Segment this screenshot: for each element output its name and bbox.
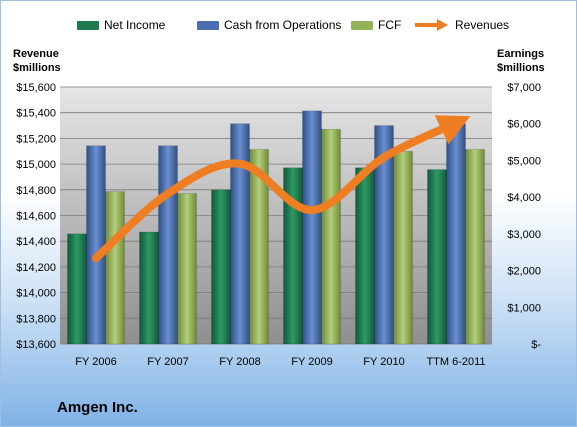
bar-cash-from-operations xyxy=(158,145,178,345)
legend-label-fcf: FCF xyxy=(378,18,402,32)
x-tick-label: FY 2010 xyxy=(363,356,404,368)
legend-label-revenues: Revenues xyxy=(455,18,510,32)
right-tick-label: $2,000 xyxy=(507,266,541,278)
bar-net-income xyxy=(67,233,87,345)
right-tick-label: $5,000 xyxy=(507,155,541,167)
left-tick-label: $13,600 xyxy=(16,339,56,351)
legend-swatch-net-income xyxy=(77,20,99,30)
legend-swatch-fcf xyxy=(351,20,373,30)
left-tick-label: $13,800 xyxy=(16,313,56,325)
legend-item-fcf: FCF xyxy=(351,17,401,33)
bar-net-income xyxy=(139,231,159,345)
bar-fcf xyxy=(177,193,197,345)
x-tick-label: FY 2007 xyxy=(147,356,188,368)
legend-arrow-icon xyxy=(415,19,448,31)
legend-swatch-cash-from-operations xyxy=(197,20,219,30)
bar-net-income xyxy=(355,167,375,345)
bar-fcf xyxy=(393,151,413,345)
bar-cash-from-operations xyxy=(446,123,466,345)
x-tick-label: TTM 6-2011 xyxy=(426,356,485,368)
right-tick-label: $1,000 xyxy=(507,302,541,314)
left-axis-title-line2: $millions xyxy=(13,62,61,74)
legend-label-net-income: Net Income xyxy=(104,18,166,32)
bar-fcf xyxy=(105,191,125,345)
left-tick-label: $15,600 xyxy=(16,82,56,94)
right-tick-label: $3,000 xyxy=(507,229,541,241)
right-tick-label: $6,000 xyxy=(507,119,541,131)
legend-item-revenues: Revenues xyxy=(413,17,509,33)
bar-fcf xyxy=(249,149,269,345)
legend-label-cash-from-operations: Cash from Operations xyxy=(224,18,342,32)
left-tick-label: $14,800 xyxy=(16,185,56,197)
left-tick-label: $14,600 xyxy=(16,211,56,223)
left-tick-label: $15,200 xyxy=(16,133,56,145)
left-tick-label: $14,200 xyxy=(16,262,56,274)
right-axis-title-line2: $millions xyxy=(497,62,545,74)
left-tick-label: $15,400 xyxy=(16,108,56,120)
right-axis-title: Earnings $millions xyxy=(497,47,545,75)
x-tick-label: FY 2008 xyxy=(219,356,260,368)
x-tick-label: FY 2006 xyxy=(75,356,116,368)
bar-fcf xyxy=(465,149,485,345)
x-tick-label: FY 2009 xyxy=(291,356,332,368)
legend-item-cash-from-operations: Cash from Operations xyxy=(197,17,341,33)
right-tick-label: $- xyxy=(531,339,541,351)
right-tick-label: $7,000 xyxy=(507,82,541,94)
right-tick-label: $4,000 xyxy=(507,192,541,204)
bar-cash-from-operations xyxy=(230,123,250,345)
right-axis-title-line1: Earnings xyxy=(497,48,545,60)
revenues-line xyxy=(92,115,471,263)
left-axis-title-line1: Revenue xyxy=(13,48,59,60)
bar-cash-from-operations xyxy=(302,110,322,345)
bar-net-income xyxy=(211,189,231,345)
legend: Net Income Cash from Operations FCF Reve… xyxy=(1,17,576,33)
bar-fcf xyxy=(321,128,341,345)
left-axis-title: Revenue $millions xyxy=(13,47,61,75)
left-tick-label: $15,000 xyxy=(16,159,56,171)
company-name: Amgen Inc. xyxy=(57,399,138,416)
bar-cash-from-operations xyxy=(86,145,106,345)
left-tick-label: $14,000 xyxy=(16,288,56,300)
legend-item-net-income: Net Income xyxy=(77,17,165,33)
bar-net-income xyxy=(427,169,447,345)
left-tick-label: $14,400 xyxy=(16,236,56,248)
